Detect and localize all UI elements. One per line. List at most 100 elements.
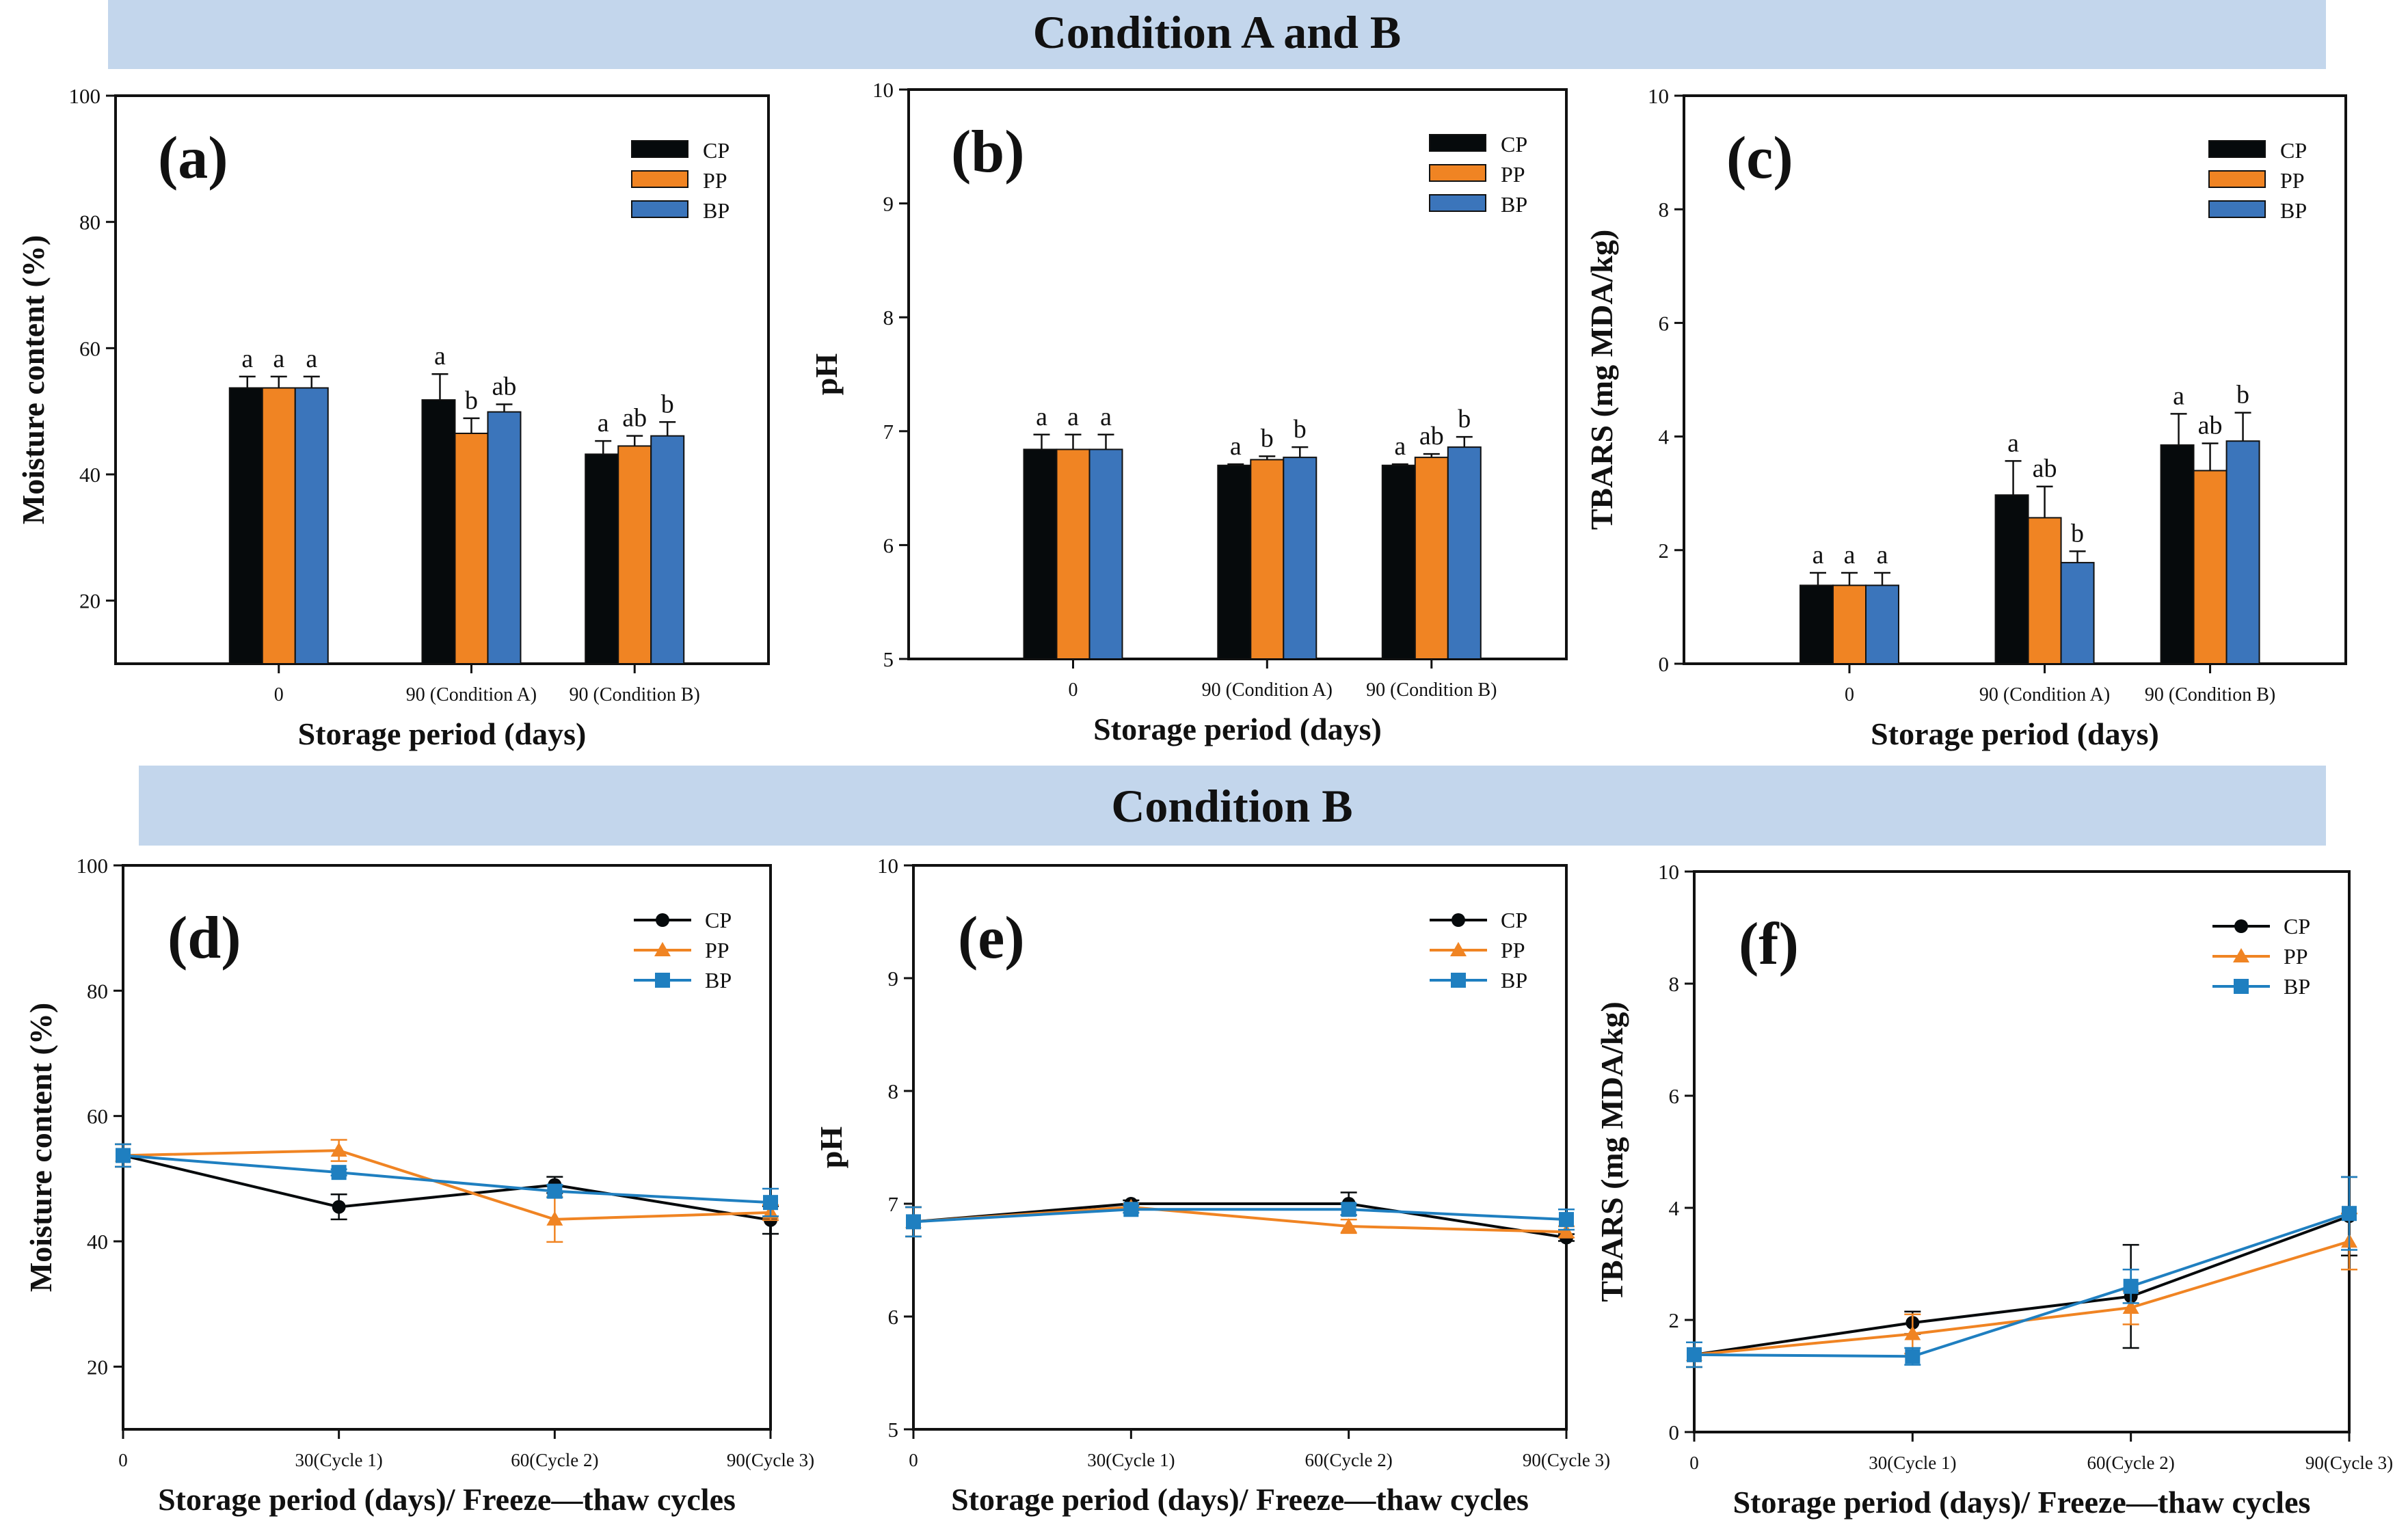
- legend-swatch-cp: [2208, 140, 2266, 158]
- significance-letter: a: [1100, 403, 1112, 431]
- legend-label-cp: CP: [705, 908, 732, 932]
- x-tick-label: 90 (Condition B): [2145, 684, 2275, 705]
- x-tick-label: 0: [118, 1450, 128, 1470]
- x-axis-label: Storage period (days)/ Freeze—thaw cycle…: [951, 1482, 1529, 1517]
- significance-letter: ab: [2033, 455, 2057, 483]
- significance-letter: b: [2236, 381, 2249, 409]
- banner-title-2: Condition B: [1111, 780, 1352, 832]
- legend-swatch-bp: [1429, 194, 1486, 212]
- panel-c: 0 2 4 6 8 10 TBARS (mg MDA/kg) Storage period (…: [1584, 84, 2347, 751]
- legend-swatch-pp: [2208, 170, 2266, 188]
- bar-pp: [2193, 470, 2228, 665]
- x-tick-label: 0: [909, 1450, 918, 1470]
- y-axis-label: pH: [809, 353, 844, 396]
- data-point-bp: [547, 1183, 563, 1199]
- data-point-bp: [1341, 1202, 1356, 1217]
- legend-marker-pp: [2233, 948, 2249, 962]
- significance-letter: ab: [492, 373, 517, 401]
- x-tick-label: 90 (Condition A): [1202, 679, 1333, 701]
- x-axis-label: Storage period (days): [298, 716, 587, 751]
- x-tick-label: 90 (Condition A): [406, 684, 537, 705]
- bar-pp: [1250, 459, 1285, 660]
- significance-letter: a: [241, 345, 253, 373]
- banner-title-1: Condition A and B: [1033, 6, 1402, 58]
- x-tick-label: 60(Cycle 2): [1305, 1450, 1393, 1470]
- y-tick-label: 9: [883, 192, 894, 216]
- panel-f: 0 2 4 6 8 10 TBARS (mg MDA/kg) Storage period (…: [1594, 860, 2393, 1520]
- significance-letter: a: [1877, 541, 1888, 569]
- bar-bp: [2060, 562, 2095, 664]
- significance-letter: a: [1812, 541, 1824, 569]
- y-tick-label: 10: [872, 78, 894, 102]
- legend-label-bp: BP: [1501, 968, 1527, 993]
- y-tick-label: 10: [1648, 84, 1669, 108]
- bar-cp: [1800, 584, 1834, 665]
- legend-label-pp: PP: [1501, 938, 1525, 962]
- legend-marker-pp: [654, 942, 671, 956]
- significance-letter: b: [1261, 424, 1274, 453]
- legend-label-pp: PP: [705, 938, 730, 962]
- x-tick-label: 0: [1689, 1453, 1699, 1473]
- y-tick-label: 4: [1659, 425, 1670, 449]
- x-tick-label: 60(Cycle 2): [511, 1450, 598, 1470]
- significance-letter: b: [2071, 519, 2084, 548]
- x-tick-label: 90(Cycle 3): [2305, 1453, 2393, 1473]
- series-line-bp: [122, 1154, 771, 1204]
- y-tick-label: 80: [87, 979, 108, 1003]
- significance-letter: b: [1458, 405, 1471, 433]
- panel-e: 5 6 7 8 9 10 pH Storage period (days)/ Freeze—t…: [814, 854, 1610, 1517]
- bar-pp: [1832, 584, 1867, 665]
- y-tick-label: 8: [883, 306, 894, 329]
- data-point-bp: [2123, 1278, 2139, 1294]
- y-tick-label: 8: [888, 1079, 899, 1103]
- y-tick-label: 6: [1659, 311, 1670, 335]
- data-point-bp: [763, 1195, 778, 1211]
- bar-bp: [1865, 584, 1899, 665]
- panel-label: (b): [951, 119, 1025, 185]
- significance-letter: a: [598, 409, 609, 437]
- bar-cp: [1381, 464, 1416, 660]
- legend-marker-cp: [2234, 919, 2248, 933]
- y-axis-label: Moisture content (%): [23, 1003, 58, 1292]
- y-tick-label: 100: [69, 84, 101, 108]
- bar-bp: [1283, 457, 1317, 660]
- y-axis-label: pH: [814, 1126, 848, 1169]
- data-point-pp: [546, 1211, 563, 1226]
- legend-swatch-pp: [631, 170, 688, 188]
- y-tick-label: 6: [1669, 1084, 1680, 1108]
- data-point-bp: [116, 1148, 131, 1163]
- legend-swatch-pp: [1429, 164, 1486, 182]
- y-tick-label: 0: [1669, 1420, 1680, 1444]
- bar-pp: [261, 387, 296, 665]
- legend-marker-bp: [655, 973, 670, 988]
- bar-bp: [1447, 446, 1482, 660]
- legend-label-cp: CP: [1501, 908, 1527, 932]
- legend-label-pp: PP: [1501, 162, 1525, 187]
- y-axis-label: Moisture content (%): [16, 235, 51, 524]
- bar-bp: [294, 387, 329, 665]
- panel-label: (d): [168, 905, 241, 971]
- plot-frame: [1693, 870, 2351, 1433]
- x-tick-label: 90 (Condition B): [570, 684, 700, 705]
- banner-condition-b: [139, 766, 2326, 846]
- series-line-pp: [1694, 1240, 2350, 1356]
- legend-label-pp: PP: [2280, 168, 2305, 193]
- x-tick-label: 90(Cycle 3): [727, 1450, 814, 1470]
- bar-bp: [487, 411, 522, 665]
- bar-pp: [454, 432, 489, 664]
- x-axis-label: Storage period (days): [1871, 716, 2159, 751]
- panel-label: (e): [958, 905, 1025, 971]
- bar-bp: [650, 435, 685, 665]
- legend-label-cp: CP: [2280, 138, 2307, 163]
- legend-marker-pp: [1450, 942, 1467, 956]
- significance-letter: a: [1844, 541, 1856, 569]
- data-point-pp: [1558, 1224, 1575, 1239]
- bar-pp: [617, 445, 652, 664]
- significance-letter: ab: [1419, 422, 1444, 450]
- x-tick-label: 0: [1069, 679, 1078, 701]
- significance-letter: ab: [2198, 412, 2223, 440]
- y-tick-label: 7: [883, 420, 894, 444]
- y-tick-label: 40: [87, 1230, 108, 1254]
- x-tick-label: 0: [1845, 684, 1854, 705]
- significance-letter: b: [465, 386, 478, 415]
